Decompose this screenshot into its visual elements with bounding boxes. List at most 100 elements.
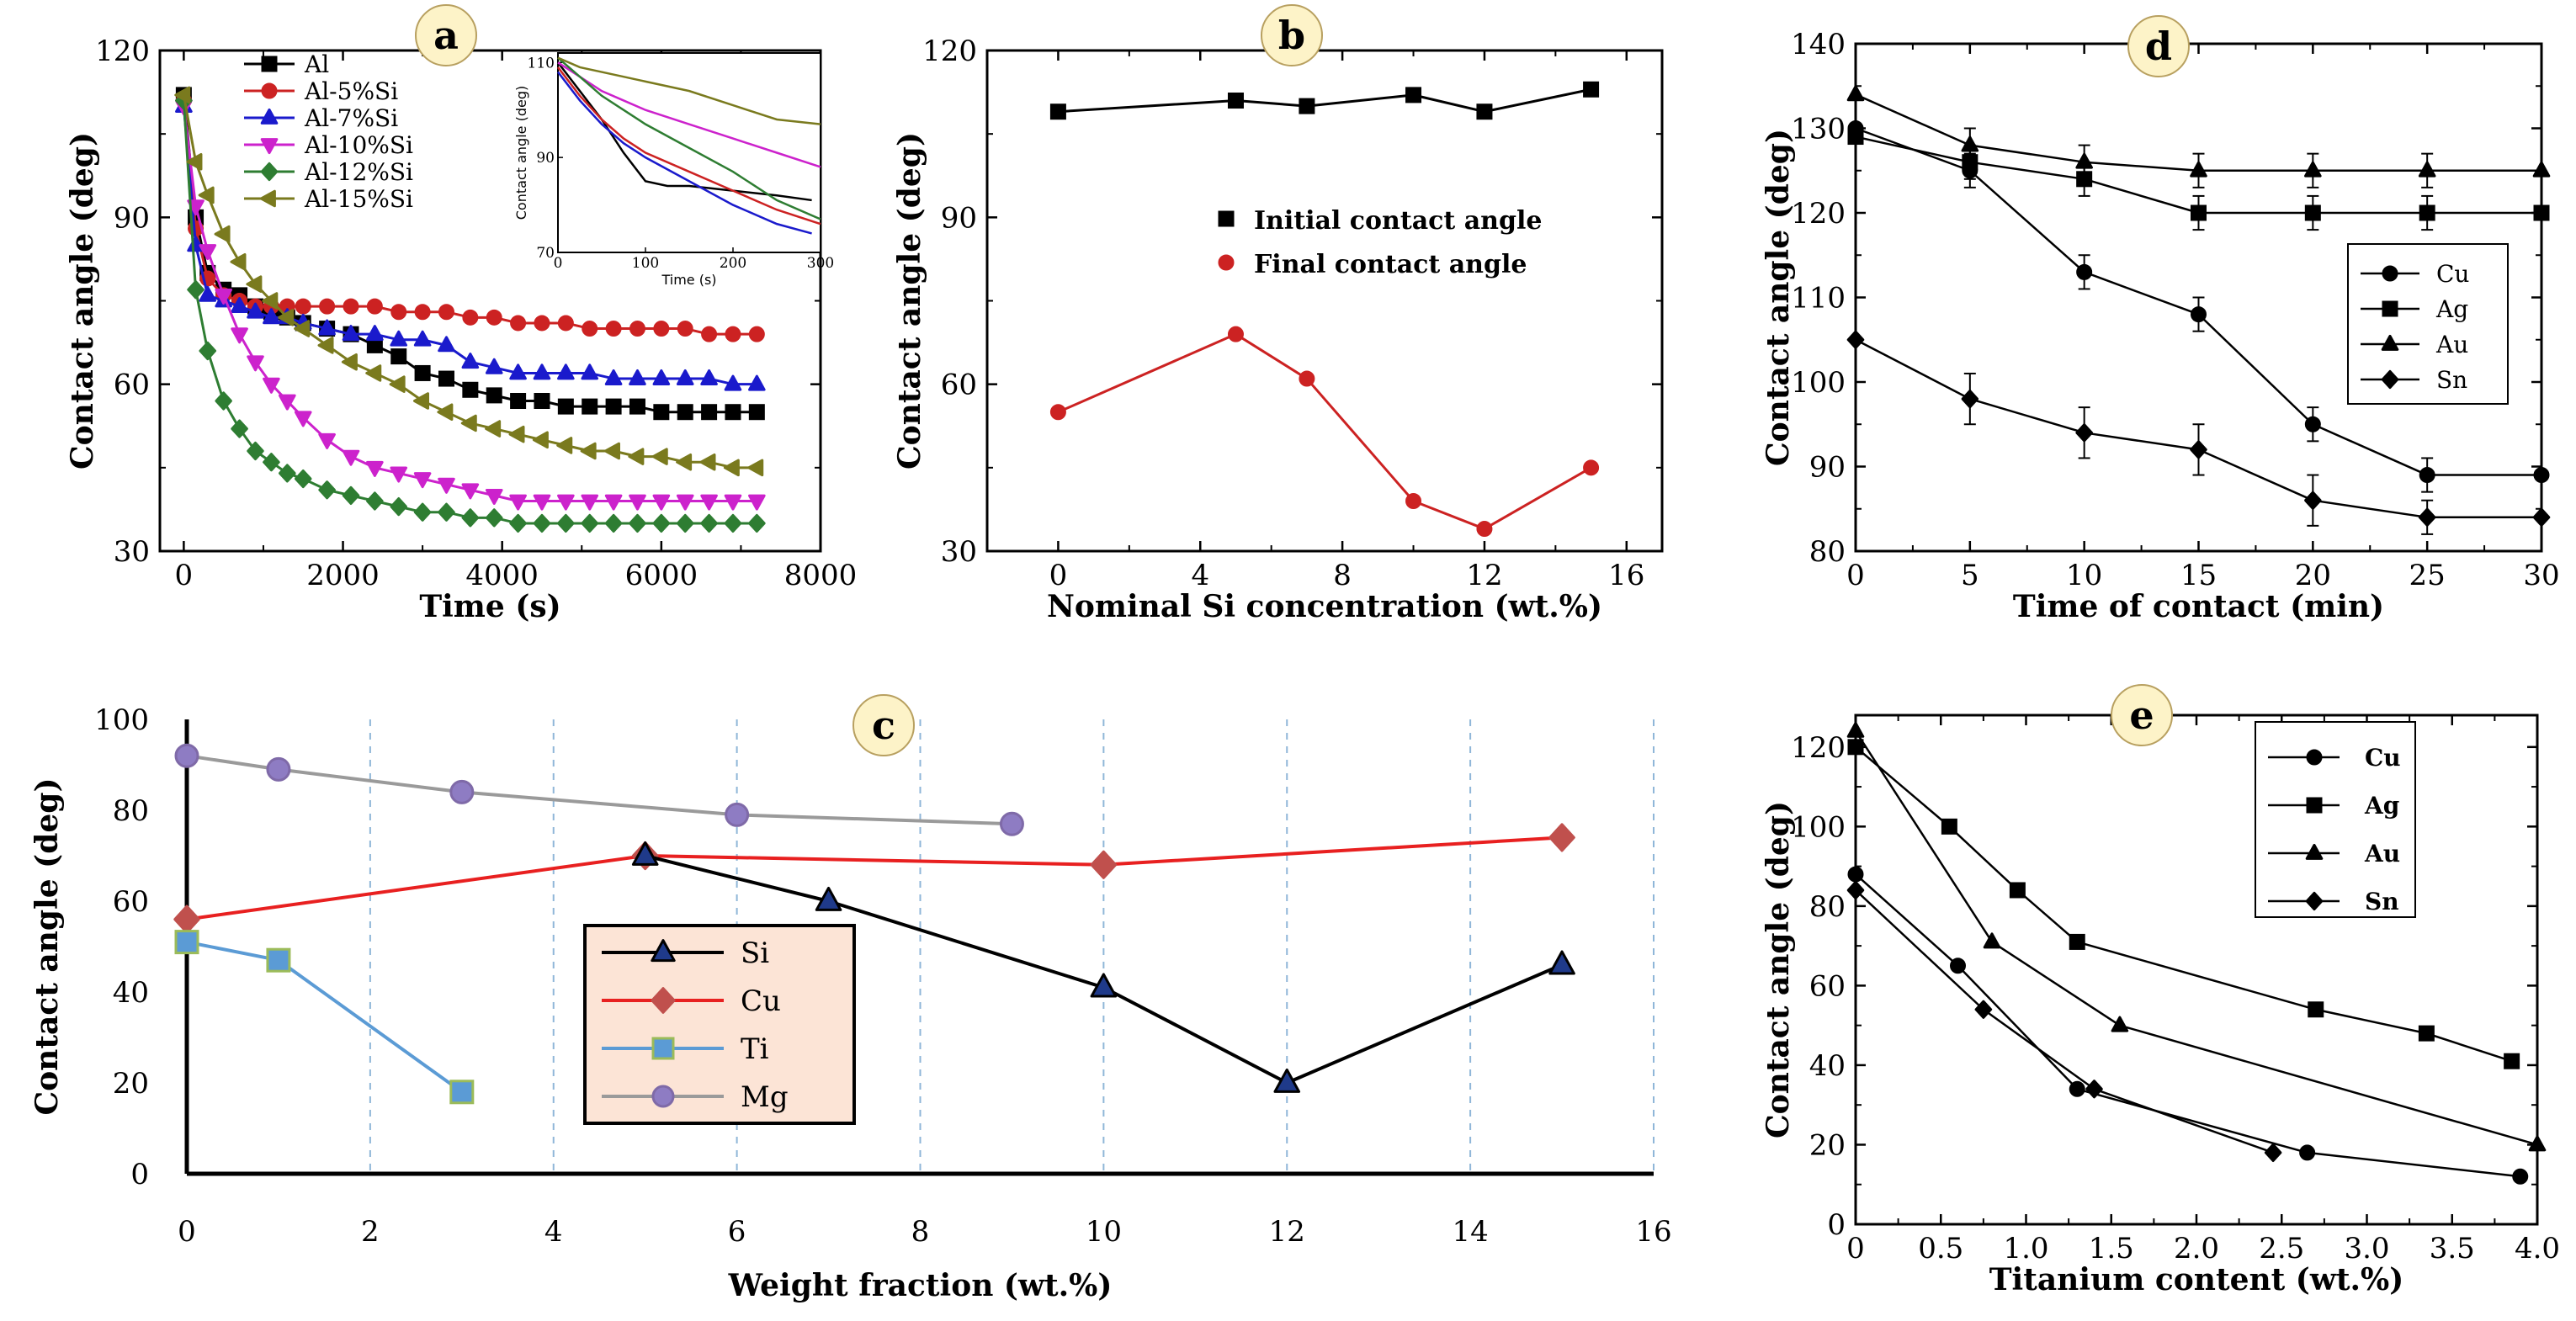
y-axis-title: Contact angle (deg) [892, 132, 927, 470]
data-point [2533, 467, 2550, 484]
panel-badge [2127, 15, 2190, 77]
data-point [1476, 521, 1493, 538]
y-tick-label: 110 [1791, 282, 1846, 316]
data-point [414, 364, 431, 381]
data-point [700, 369, 718, 385]
data-point [390, 497, 408, 517]
data-point [1548, 823, 1575, 852]
y-tick-label: 100 [1791, 810, 1846, 844]
data-point [266, 947, 291, 973]
data-point [438, 304, 454, 321]
data-point [701, 326, 718, 342]
legend-marker [2381, 369, 2399, 390]
series-line-al-15-si [182, 94, 757, 470]
y-tick-label: 60 [113, 885, 149, 919]
series-line-sn [1855, 889, 2274, 1154]
data-point [581, 363, 599, 380]
panel-e: 0 0.5 1.0 1.5 2.0 2.5 3.0 3.5 4.0 0 20 40 60 80 100 120… [1761, 684, 2560, 1297]
data-point [510, 393, 527, 409]
data-point [198, 186, 215, 204]
data-point [2111, 1016, 2129, 1032]
data-point [2075, 152, 2093, 169]
legend-marker [2305, 843, 2324, 860]
data-point [246, 275, 263, 293]
data-point [318, 319, 336, 336]
data-point [999, 811, 1024, 836]
data-point [1299, 98, 1315, 114]
x-tick-label: 0 [1049, 559, 1068, 592]
legend-label: Al-10%Si [304, 131, 413, 159]
data-point [278, 309, 295, 326]
data-point [701, 404, 718, 421]
x-axis-title: Time (s) [419, 589, 560, 624]
x-tick-label: 4000 [465, 559, 539, 592]
data-point [582, 398, 598, 415]
data-point [747, 459, 764, 477]
data-point [2299, 1144, 2316, 1161]
legend-marker [651, 1037, 675, 1060]
panel-badge-label: a [433, 13, 459, 58]
data-point [532, 431, 549, 449]
data-point [343, 298, 359, 315]
data-point [413, 502, 432, 522]
panel-badge-label: d [2145, 24, 2172, 69]
panel-badge [415, 4, 477, 66]
y-tick-label: 0 [130, 1158, 149, 1191]
legend-box [583, 924, 856, 1125]
data-point [651, 448, 668, 465]
data-point [557, 315, 574, 332]
data-point [2085, 1080, 2103, 1099]
data-point [628, 448, 645, 465]
data-point [1548, 950, 1575, 975]
data-point [414, 304, 431, 321]
x-tick-label: 4 [544, 1215, 563, 1249]
data-point [319, 298, 336, 315]
data-point [294, 411, 312, 427]
data-point [652, 513, 671, 533]
inset-x-tick-label: 200 [720, 255, 746, 272]
x-tick-label: 0.5 [1918, 1232, 1963, 1265]
panel-b: 0 4 8 12 16 30 60 90 120 Nominal Si concentration… [892, 4, 1664, 624]
data-point [262, 292, 279, 310]
data-point [187, 199, 204, 216]
data-point [652, 494, 671, 511]
y-tick-label: 30 [941, 535, 977, 569]
inset-y-tick-label: 70 [536, 245, 555, 262]
inset-series-line [557, 66, 821, 225]
data-point [462, 381, 479, 398]
data-point [1846, 880, 1865, 900]
series-line-mg [186, 754, 1012, 826]
data-point [1090, 850, 1118, 879]
data-point [724, 374, 742, 391]
data-point [557, 398, 574, 415]
data-point [2304, 204, 2321, 221]
data-point [294, 320, 311, 337]
inset-y-tick-label: 90 [536, 150, 555, 167]
x-tick-label: 12 [1466, 559, 1502, 592]
data-point [723, 459, 740, 477]
y-axis-title: Contact angle (deg) [1761, 801, 1796, 1138]
legend-label: Ag [2435, 295, 2468, 323]
data-point [677, 321, 693, 337]
panel-badge [1261, 4, 1323, 66]
data-point [1583, 459, 1600, 476]
legend-label: Al [304, 50, 329, 78]
data-point [582, 321, 598, 337]
inset-series-line [557, 71, 812, 235]
x-tick-label: 6000 [625, 559, 698, 592]
series-line-al-10-si [182, 105, 757, 502]
data-point [231, 419, 248, 438]
y-tick-label: 90 [114, 201, 150, 235]
data-point [317, 337, 334, 354]
series-line-al-5-si [182, 100, 757, 336]
inset-series-line [557, 56, 821, 125]
data-point [390, 466, 408, 483]
data-point [461, 483, 480, 500]
legend-marker [651, 987, 676, 1014]
data-point [215, 288, 232, 305]
legend-marker [651, 1085, 675, 1108]
data-point [2419, 204, 2435, 221]
data-point [279, 394, 296, 411]
series-line-final-contact-angle [1057, 332, 1592, 531]
legend-label: Sn [2436, 366, 2467, 394]
